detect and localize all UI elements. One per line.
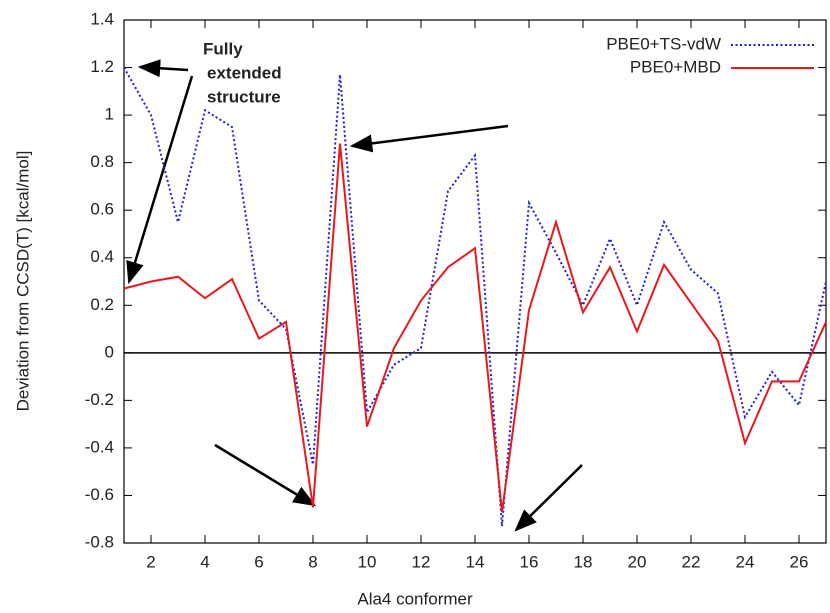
y-tick-label: 0.4 xyxy=(90,247,114,266)
y-tick-label: 1 xyxy=(105,105,114,124)
annotation: structure xyxy=(207,87,281,106)
annotation: extended xyxy=(207,63,282,82)
legend-label: PBE0+MBD xyxy=(630,57,721,76)
annotation: Fully xyxy=(203,39,243,58)
y-tick-label: 0.8 xyxy=(90,152,114,171)
x-tick-label: 6 xyxy=(254,552,263,571)
y-tick-label: 0.2 xyxy=(90,295,114,314)
y-axis-label: Deviation from CCSD(T) [kcal/mol] xyxy=(13,151,32,412)
y-tick-label: 0 xyxy=(105,342,114,361)
legend: PBE0+TS-vdW PBE0+MBD xyxy=(606,34,814,76)
x-tick-label: 14 xyxy=(466,552,485,571)
x-tick-label: 8 xyxy=(308,552,317,571)
x-tick-label: 26 xyxy=(790,552,809,571)
x-tick-label: 16 xyxy=(520,552,539,571)
x-tick-label: 18 xyxy=(574,552,593,571)
y-tick-label: -0.2 xyxy=(85,390,114,409)
x-tick-label: 2 xyxy=(146,552,155,571)
y-tick-label: -0.6 xyxy=(85,485,114,504)
x-tick-label: 10 xyxy=(358,552,377,571)
y-tick-label: 0.6 xyxy=(90,200,114,219)
series-line xyxy=(123,67,827,527)
x-tick-label: 4 xyxy=(200,552,209,571)
y-tick-label: 1.4 xyxy=(90,9,114,28)
y-tick-label: -0.8 xyxy=(85,532,114,551)
annotation-arrows xyxy=(126,59,583,532)
series-line xyxy=(123,143,827,513)
y-tick-label: -0.4 xyxy=(85,437,114,456)
plot-frame xyxy=(123,19,827,544)
y-tick-label: 1.2 xyxy=(90,57,114,76)
x-tick-label: 22 xyxy=(682,552,701,571)
x-axis-label: Ala4 conformer xyxy=(357,589,473,608)
legend-label: PBE0+TS-vdW xyxy=(606,34,721,53)
x-tick-label: 20 xyxy=(628,552,647,571)
x-tick-label: 24 xyxy=(736,552,755,571)
x-tick-label: 12 xyxy=(412,552,431,571)
